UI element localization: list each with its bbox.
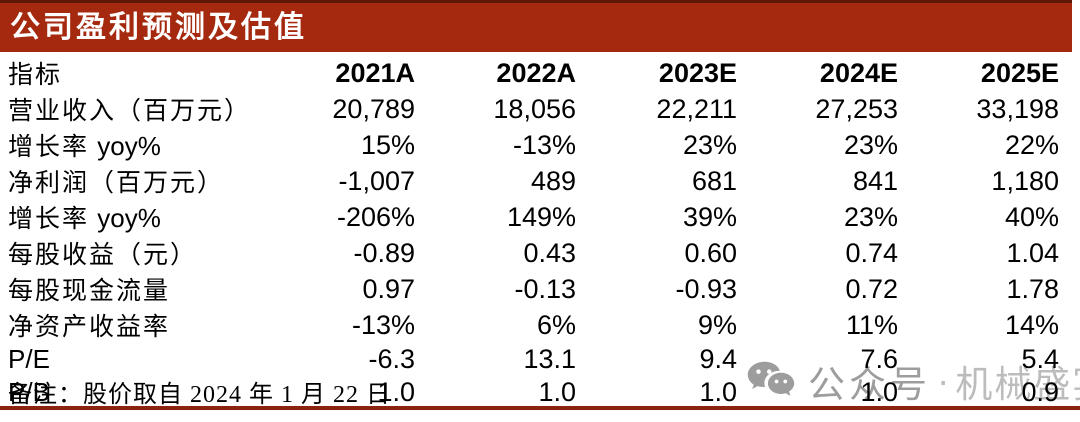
table-row-revenue: 营业收入（百万元） 20,789 18,056 22,211 27,253 33… (0, 91, 1061, 127)
wechat-icon (747, 361, 795, 396)
cell-value: -0.89 (353, 237, 415, 268)
cell-value: 841 (852, 165, 898, 196)
table-row-eps: 每股收益（元） -0.89 0.43 0.60 0.74 1.04 (0, 235, 1061, 271)
cell-value: 0.60 (684, 237, 737, 268)
row-label: 每股收益（元） (8, 242, 198, 269)
cell-value: 1.04 (1006, 237, 1059, 268)
watermark-separator: · (937, 360, 950, 401)
cell-value: 0.97 (362, 273, 415, 304)
cell-value: 15% (360, 129, 415, 160)
cell-value: 13.1 (523, 344, 576, 374)
cell-value: 27,253 (815, 93, 898, 124)
row-label: 净利润（百万元） (8, 170, 225, 197)
cell-value: 489 (530, 165, 576, 196)
cell-value: 1,180 (991, 165, 1059, 196)
row-label: 营业收入（百万元） (8, 98, 252, 125)
cell-value: -13% (351, 309, 415, 340)
row-label: 净资产收益率 (8, 314, 171, 341)
table-row-pe: P/E -6.3 13.1 9.4 7.6 5.4 (0, 343, 1061, 376)
cell-value: 23% (843, 201, 898, 232)
header-2022a: 2022A (496, 57, 576, 88)
cell-value: 39% (682, 201, 737, 232)
header-2021a: 2021A (335, 57, 415, 88)
cell-value: 0.9 (1021, 377, 1059, 407)
cell-value: -13% (512, 129, 576, 160)
cell-value: 22,211 (656, 93, 737, 124)
cell-value: 1.0 (538, 377, 576, 407)
row-label: 增长率 yoy% (8, 131, 161, 161)
table-row-pb: P/B 1.0 1.0 1.0 1.0 0.9 (0, 376, 1061, 409)
footnote: 备注：股价取自 2024 年 1 月 22 日 (0, 383, 1080, 410)
header-indicator: 指标 (8, 62, 63, 89)
page-title: 公司盈利预测及估值 (10, 11, 307, 44)
row-label: 增长率 yoy% (8, 203, 161, 233)
top-rule (0, 0, 1072, 3)
cell-value: 5.4 (1021, 344, 1059, 374)
cell-value: 681 (691, 165, 737, 196)
cell-value: 18,056 (493, 93, 576, 124)
watermark-brand: 机械盛宴 (955, 364, 1080, 405)
cell-value: 20,789 (332, 93, 415, 124)
table-row-net-profit: 净利润（百万元） -1,007 489 681 841 1,180 (0, 163, 1061, 199)
cell-value: -1,007 (338, 165, 415, 196)
cell-value: 23% (843, 129, 898, 160)
table-row-revenue-growth: 增长率 yoy% 15% -13% 23% 23% 22% (0, 127, 1061, 163)
cell-value: -0.93 (675, 273, 737, 304)
cell-value: 22% (1004, 129, 1059, 160)
cell-value: 149% (506, 201, 576, 232)
table-header-row: 指标 2021A 2022A 2023E 2024E 2025E (0, 55, 1061, 91)
cell-value: 1.78 (1006, 273, 1059, 304)
table-row-roe: 净资产收益率 -13% 6% 9% 11% 14% (0, 307, 1061, 343)
cell-value: 9% (697, 309, 737, 340)
financial-table: 指标 2021A 2022A 2023E 2024E 2025E 营业收入（百万… (0, 55, 1061, 409)
table-row-cash-flow-per-share: 每股现金流量 0.97 -0.13 -0.93 0.72 1.78 (0, 271, 1061, 307)
row-label: 每股现金流量 (8, 278, 171, 305)
watermark: 公众号 · 机械盛宴 (746, 354, 1080, 408)
cell-value: 1.0 (377, 377, 415, 407)
row-label: P/B (8, 377, 50, 407)
cell-value: 40% (1004, 201, 1059, 232)
table-row-profit-growth: 增长率 yoy% -206% 149% 39% 23% 40% (0, 199, 1061, 235)
header-2024e: 2024E (819, 57, 898, 88)
cell-value: 7.6 (860, 344, 898, 374)
cell-value: 33,198 (976, 93, 1059, 124)
cell-value: 1.0 (699, 377, 737, 407)
cell-value: 0.74 (845, 237, 898, 268)
header-2025e: 2025E (980, 57, 1059, 88)
cell-value: 0.72 (845, 273, 898, 304)
title-bar: 公司盈利预测及估值 (0, 3, 1072, 52)
cell-value: 23% (682, 129, 737, 160)
cell-value: 11% (845, 309, 898, 340)
cell-value: -0.13 (514, 273, 576, 304)
cell-value: -206% (336, 201, 415, 232)
forecast-table-wrap: 指标 2021A 2022A 2023E 2024E 2025E 营业收入（百万… (0, 55, 1061, 409)
row-label: P/E (8, 344, 50, 374)
header-2023e: 2023E (658, 57, 737, 88)
cell-value: 9.4 (699, 344, 737, 374)
cell-value: 1.0 (860, 377, 898, 407)
cell-value: 6% (536, 309, 576, 340)
cell-value: 14% (1004, 309, 1059, 340)
cell-value: 0.43 (523, 237, 576, 268)
watermark-label: 公众号 (808, 364, 931, 405)
cell-value: -6.3 (368, 344, 415, 374)
